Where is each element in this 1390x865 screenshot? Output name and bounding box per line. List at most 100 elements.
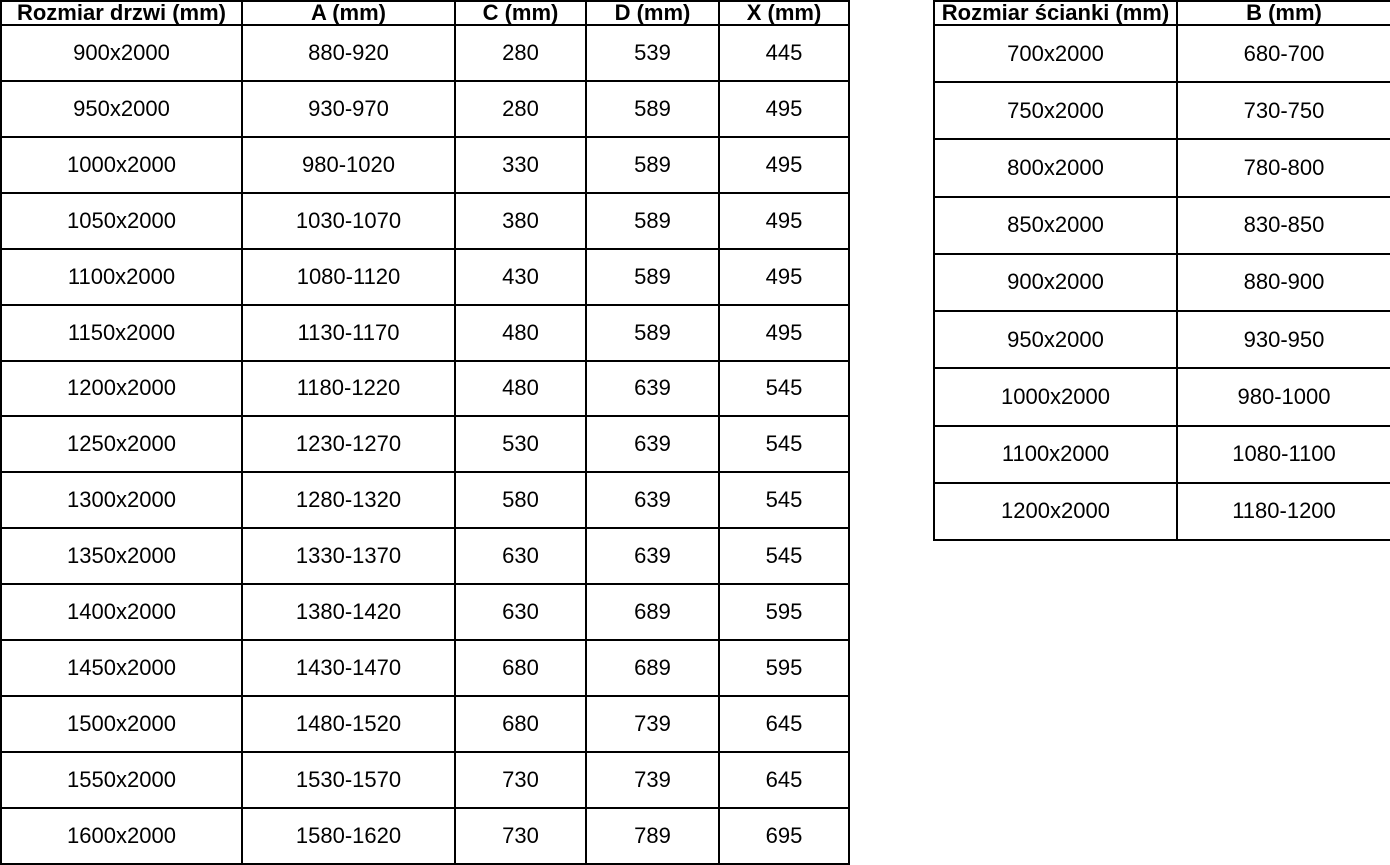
table-cell: 730-750: [1176, 81, 1390, 141]
table-cell: 280: [454, 24, 587, 82]
table-cell: 1430-1470: [241, 639, 456, 698]
table-cell: 545: [718, 415, 850, 474]
table-cell: 739: [585, 695, 720, 753]
table-row: 950x2000 930-970 280 589 495: [0, 79, 850, 138]
table-cell: 930-970: [241, 79, 456, 138]
table-cell: 545: [718, 527, 850, 586]
column-header: Rozmiar drzwi (mm): [0, 0, 243, 26]
table-cell: 595: [718, 639, 850, 698]
table-cell: 880-920: [241, 24, 456, 82]
table-cell: 689: [585, 639, 720, 698]
table-cell: 1500x2000: [0, 695, 243, 753]
table-cell: 630: [454, 583, 587, 642]
table-cell: 1200x2000: [0, 359, 243, 418]
table-cell: 330: [454, 135, 587, 194]
table-row: 1100x2000 1080-1100: [933, 424, 1390, 484]
table-cell: 495: [718, 247, 850, 306]
table-row: 1600x2000 1580-1620 730 789 695: [0, 806, 850, 865]
table-cell: 380: [454, 191, 587, 250]
table-cell: 1130-1170: [241, 303, 456, 362]
column-header: C (mm): [454, 0, 587, 26]
table-cell: 950x2000: [933, 310, 1178, 370]
table-cell: 789: [585, 806, 720, 865]
table-cell: 1100x2000: [933, 424, 1178, 484]
table-cell: 900x2000: [0, 24, 243, 82]
table-cell: 680-700: [1176, 23, 1390, 84]
table-row: 1500x2000 1480-1520 680 739 645: [0, 695, 850, 753]
table-cell: 639: [585, 527, 720, 586]
table-row: 1200x2000 1180-1200: [933, 481, 1390, 542]
table-cell: 800x2000: [933, 138, 1178, 198]
table-cell: 1250x2000: [0, 415, 243, 474]
table-row: 1400x2000 1380-1420 630 689 595: [0, 583, 850, 642]
table-cell: 589: [585, 247, 720, 306]
table-cell: 680: [454, 639, 587, 698]
table-row: 1300x2000 1280-1320 580 639 545: [0, 471, 850, 530]
table-cell: 1230-1270: [241, 415, 456, 474]
table-cell: 1100x2000: [0, 247, 243, 306]
table-cell: 980-1000: [1176, 367, 1390, 427]
table-cell: 689: [585, 583, 720, 642]
table-cell: 739: [585, 750, 720, 809]
wall-table-body: 700x2000 680-700 750x2000 730-750 800x2000 78…: [933, 23, 1390, 542]
table-cell: 1580-1620: [241, 806, 456, 865]
column-header: Rozmiar ścianki (mm): [933, 0, 1178, 26]
table-cell: 1400x2000: [0, 583, 243, 642]
table-cell: 880-900: [1176, 252, 1390, 313]
table-cell: 1000x2000: [0, 135, 243, 194]
table-cell: 589: [585, 79, 720, 138]
table-cell: 980-1020: [241, 135, 456, 194]
table-cell: 1280-1320: [241, 471, 456, 530]
table-cell: 645: [718, 695, 850, 753]
table-cell: 1150x2000: [0, 303, 243, 362]
table-cell: 480: [454, 303, 587, 362]
table-cell: 730: [454, 750, 587, 809]
table-cell: 280: [454, 79, 587, 138]
table-cell: 1330-1370: [241, 527, 456, 586]
wall-table-header-row: Rozmiar ścianki (mm) B (mm): [933, 0, 1390, 26]
column-header: X (mm): [718, 0, 850, 26]
table-cell: 950x2000: [0, 79, 243, 138]
table-cell: 639: [585, 415, 720, 474]
table-cell: 589: [585, 303, 720, 362]
table-cell: 1480-1520: [241, 695, 456, 753]
column-header: D (mm): [585, 0, 720, 26]
table-cell: 1350x2000: [0, 527, 243, 586]
door-table-header-row: Rozmiar drzwi (mm) A (mm) C (mm) D (mm) X (m…: [0, 0, 850, 26]
door-table-body: 900x2000 880-920 280 539 445 950x2000 930-970 2…: [0, 24, 850, 865]
table-row: 700x2000 680-700: [933, 23, 1390, 84]
table-cell: 580: [454, 471, 587, 530]
table-cell: 1200x2000: [933, 481, 1178, 542]
table-row: 750x2000 730-750: [933, 81, 1390, 141]
table-row: 1100x2000 1080-1120 430 589 495: [0, 247, 850, 306]
table-cell: 480: [454, 359, 587, 418]
table-cell: 1600x2000: [0, 806, 243, 865]
table-row: 800x2000 780-800: [933, 138, 1390, 198]
table-row: 900x2000 880-900: [933, 252, 1390, 313]
table-cell: 545: [718, 359, 850, 418]
table-cell: 530: [454, 415, 587, 474]
table-cell: 645: [718, 750, 850, 809]
table-cell: 830-850: [1176, 195, 1390, 255]
table-row: 1200x2000 1180-1220 480 639 545: [0, 359, 850, 418]
table-cell: 495: [718, 191, 850, 250]
table-cell: 1050x2000: [0, 191, 243, 250]
table-row: 1450x2000 1430-1470 680 689 595: [0, 639, 850, 698]
table-cell: 1180-1200: [1176, 481, 1390, 542]
column-header: A (mm): [241, 0, 456, 26]
table-cell: 495: [718, 79, 850, 138]
table-cell: 589: [585, 135, 720, 194]
table-cell: 1180-1220: [241, 359, 456, 418]
table-cell: 930-950: [1176, 310, 1390, 370]
table-cell: 630: [454, 527, 587, 586]
table-cell: 430: [454, 247, 587, 306]
table-cell: 695: [718, 806, 850, 865]
table-cell: 1450x2000: [0, 639, 243, 698]
wall-panel-dimensions-table: Rozmiar ścianki (mm) B (mm) 700x2000 680-7…: [933, 0, 1390, 542]
table-row: 1050x2000 1030-1070 380 589 495: [0, 191, 850, 250]
table-cell: 1030-1070: [241, 191, 456, 250]
table-cell: 700x2000: [933, 23, 1178, 84]
table-row: 1000x2000 980-1000: [933, 367, 1390, 427]
table-cell: 639: [585, 359, 720, 418]
